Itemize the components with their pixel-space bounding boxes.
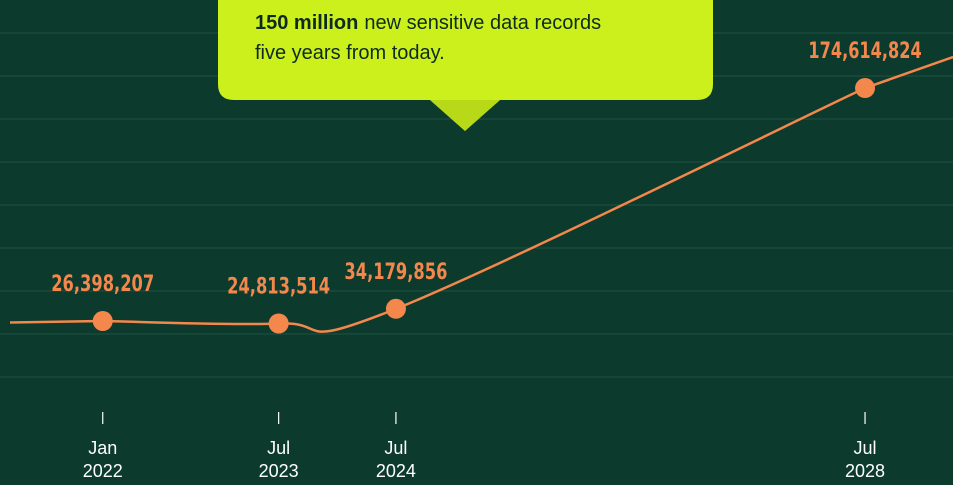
line-extension: [9, 319, 103, 324]
x-tick-year: 2023: [259, 461, 299, 481]
value-label: 24,813,514: [227, 274, 330, 299]
point: [92, 311, 113, 332]
line-extension: [864, 55, 953, 90]
callout: 150 million new sensitive data records fi…: [218, 0, 713, 131]
x-tick-month: Jul: [854, 438, 877, 458]
x-tick-month: Jan: [88, 438, 117, 458]
callout-line-1: 150 million new sensitive data records: [255, 12, 601, 34]
x-tick-month: Jul: [267, 438, 290, 458]
callout-line-2: five years from today.: [255, 42, 445, 64]
plot: Jan 2022 Jul 2023 Jul 2024 Jul 2028 26,398,207 24…: [9, 39, 953, 481]
callout-bold: 150 million: [255, 12, 358, 34]
point: [268, 313, 289, 334]
x-tick-year: 2022: [83, 461, 123, 481]
value-label: 174,614,824: [808, 39, 921, 64]
value-label: 34,179,856: [344, 260, 447, 285]
value-label: 26,398,207: [51, 272, 154, 297]
x-tick-month: Jul: [384, 438, 407, 458]
point: [385, 298, 406, 319]
callout-rest: new sensitive data records: [364, 12, 601, 34]
x-tick-year: 2028: [845, 461, 885, 481]
x-tick-year: 2024: [376, 461, 416, 481]
line: [102, 86, 866, 333]
callout-box: [218, 0, 713, 131]
callout-pointer-shade: [430, 100, 500, 131]
point: [855, 78, 876, 99]
